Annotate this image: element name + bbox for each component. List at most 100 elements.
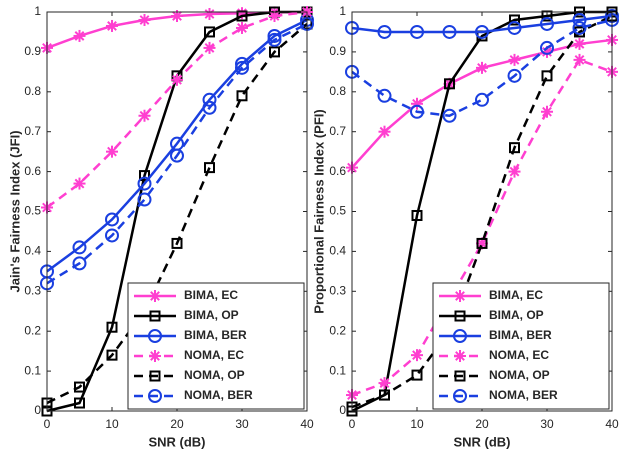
marker [444,78,455,90]
x-tick-label: 0 [44,417,51,431]
marker [269,46,280,58]
marker [137,176,152,191]
y-axis-label: Proportional Fairness Index (PFI) [311,109,326,313]
marker-circle [202,100,217,115]
x-tick-label: 30 [540,417,554,431]
marker [442,108,457,123]
marker-circle [442,24,457,39]
marker-square [74,381,85,393]
y-tick-label: 0.3 [24,283,41,297]
y-tick-label: 0.8 [24,84,41,98]
marker [138,13,151,26]
legend: BIMA, EC BIMA, OP BIMA, BER NOMA, EC NOMA, O… [432,282,610,410]
marker-square [509,142,520,154]
legend-box [127,282,305,410]
marker [139,170,150,182]
marker-square [444,78,455,90]
marker [106,145,118,158]
plot-frame [351,11,613,412]
marker-star-arm [139,110,150,121]
series-line [351,18,613,118]
marker-square [171,237,183,249]
x-axis-label: SNR (dB) [453,434,510,449]
legend-label: NOMA, OP [184,368,245,382]
chart: 00.10.20.30.40.50.60.70.80.910 10 20 30 40SN… [311,4,619,449]
marker [235,60,249,75]
marker-circle [540,16,554,31]
marker-circle [442,108,457,123]
marker-star-arm [107,21,117,31]
marker-square [149,370,161,382]
marker-star-arm [74,178,85,189]
marker [454,370,466,382]
marker-square [269,46,280,58]
marker-circle [170,148,184,163]
marker-star-arm [139,15,150,25]
y-tick-label: 0 [34,403,41,417]
marker-square [454,310,466,322]
marker [378,125,391,138]
marker-star-arm [477,62,487,73]
y-tick-label: 0.5 [329,204,346,218]
marker [453,329,467,343]
marker [454,310,466,322]
marker [171,73,183,86]
legend-label: BIMA, BER [184,328,247,342]
marker-square [411,209,423,221]
marker-circle [572,20,587,35]
marker-star-arm [107,146,117,157]
marker-circle [148,329,162,343]
legend: BIMA, EC BIMA, OP BIMA, BER NOMA, EC NOMA, O… [127,282,305,410]
marker-square [541,70,553,82]
marker-square [476,237,488,249]
y-tick-label: 0.1 [329,363,346,377]
x-tick-label: 40 [605,417,619,431]
x-tick-label: 10 [105,417,119,431]
marker [105,228,119,243]
y-tick-label: 0.9 [329,44,346,58]
marker-circle [377,88,392,103]
marker [508,165,521,178]
marker [410,104,424,119]
marker [73,29,86,42]
marker-star-arm [542,46,552,57]
legend-label: BIMA, OP [489,308,544,322]
marker-star-arm [172,11,182,21]
marker [454,350,466,362]
marker [475,92,489,107]
marker-star-arm [509,54,520,65]
marker [453,389,467,403]
x-tick-label: 40 [300,417,314,431]
marker [105,212,119,227]
marker [106,349,118,361]
marker [148,389,162,403]
marker [74,381,85,393]
marker-star-arm [477,238,487,249]
plot-frame [46,11,308,412]
plot-content [40,6,314,417]
marker-circle [475,24,489,39]
marker [72,240,87,255]
marker-circle [137,192,152,207]
marker-square [149,310,161,322]
marker-circle [105,212,119,227]
marker-square [411,369,423,381]
chart: 00.10.20.30.40.50.60.70.80.910 10 20 30 40SN… [7,4,314,449]
y-tick-label: 0.9 [24,44,41,58]
y-tick-label: 0.6 [24,164,41,178]
legend-label: BIMA, EC [489,288,543,302]
marker [106,321,118,333]
legend-label: NOMA, BER [184,388,253,402]
marker-circle [72,240,87,255]
marker [379,389,390,401]
marker [411,369,423,381]
marker [267,28,282,43]
marker-circle [410,104,424,119]
marker-circle [453,389,467,403]
marker-circle [572,12,587,27]
series-line [351,10,612,413]
marker-circle [507,68,522,83]
marker-star-arm [150,291,160,301]
marker [572,20,587,35]
